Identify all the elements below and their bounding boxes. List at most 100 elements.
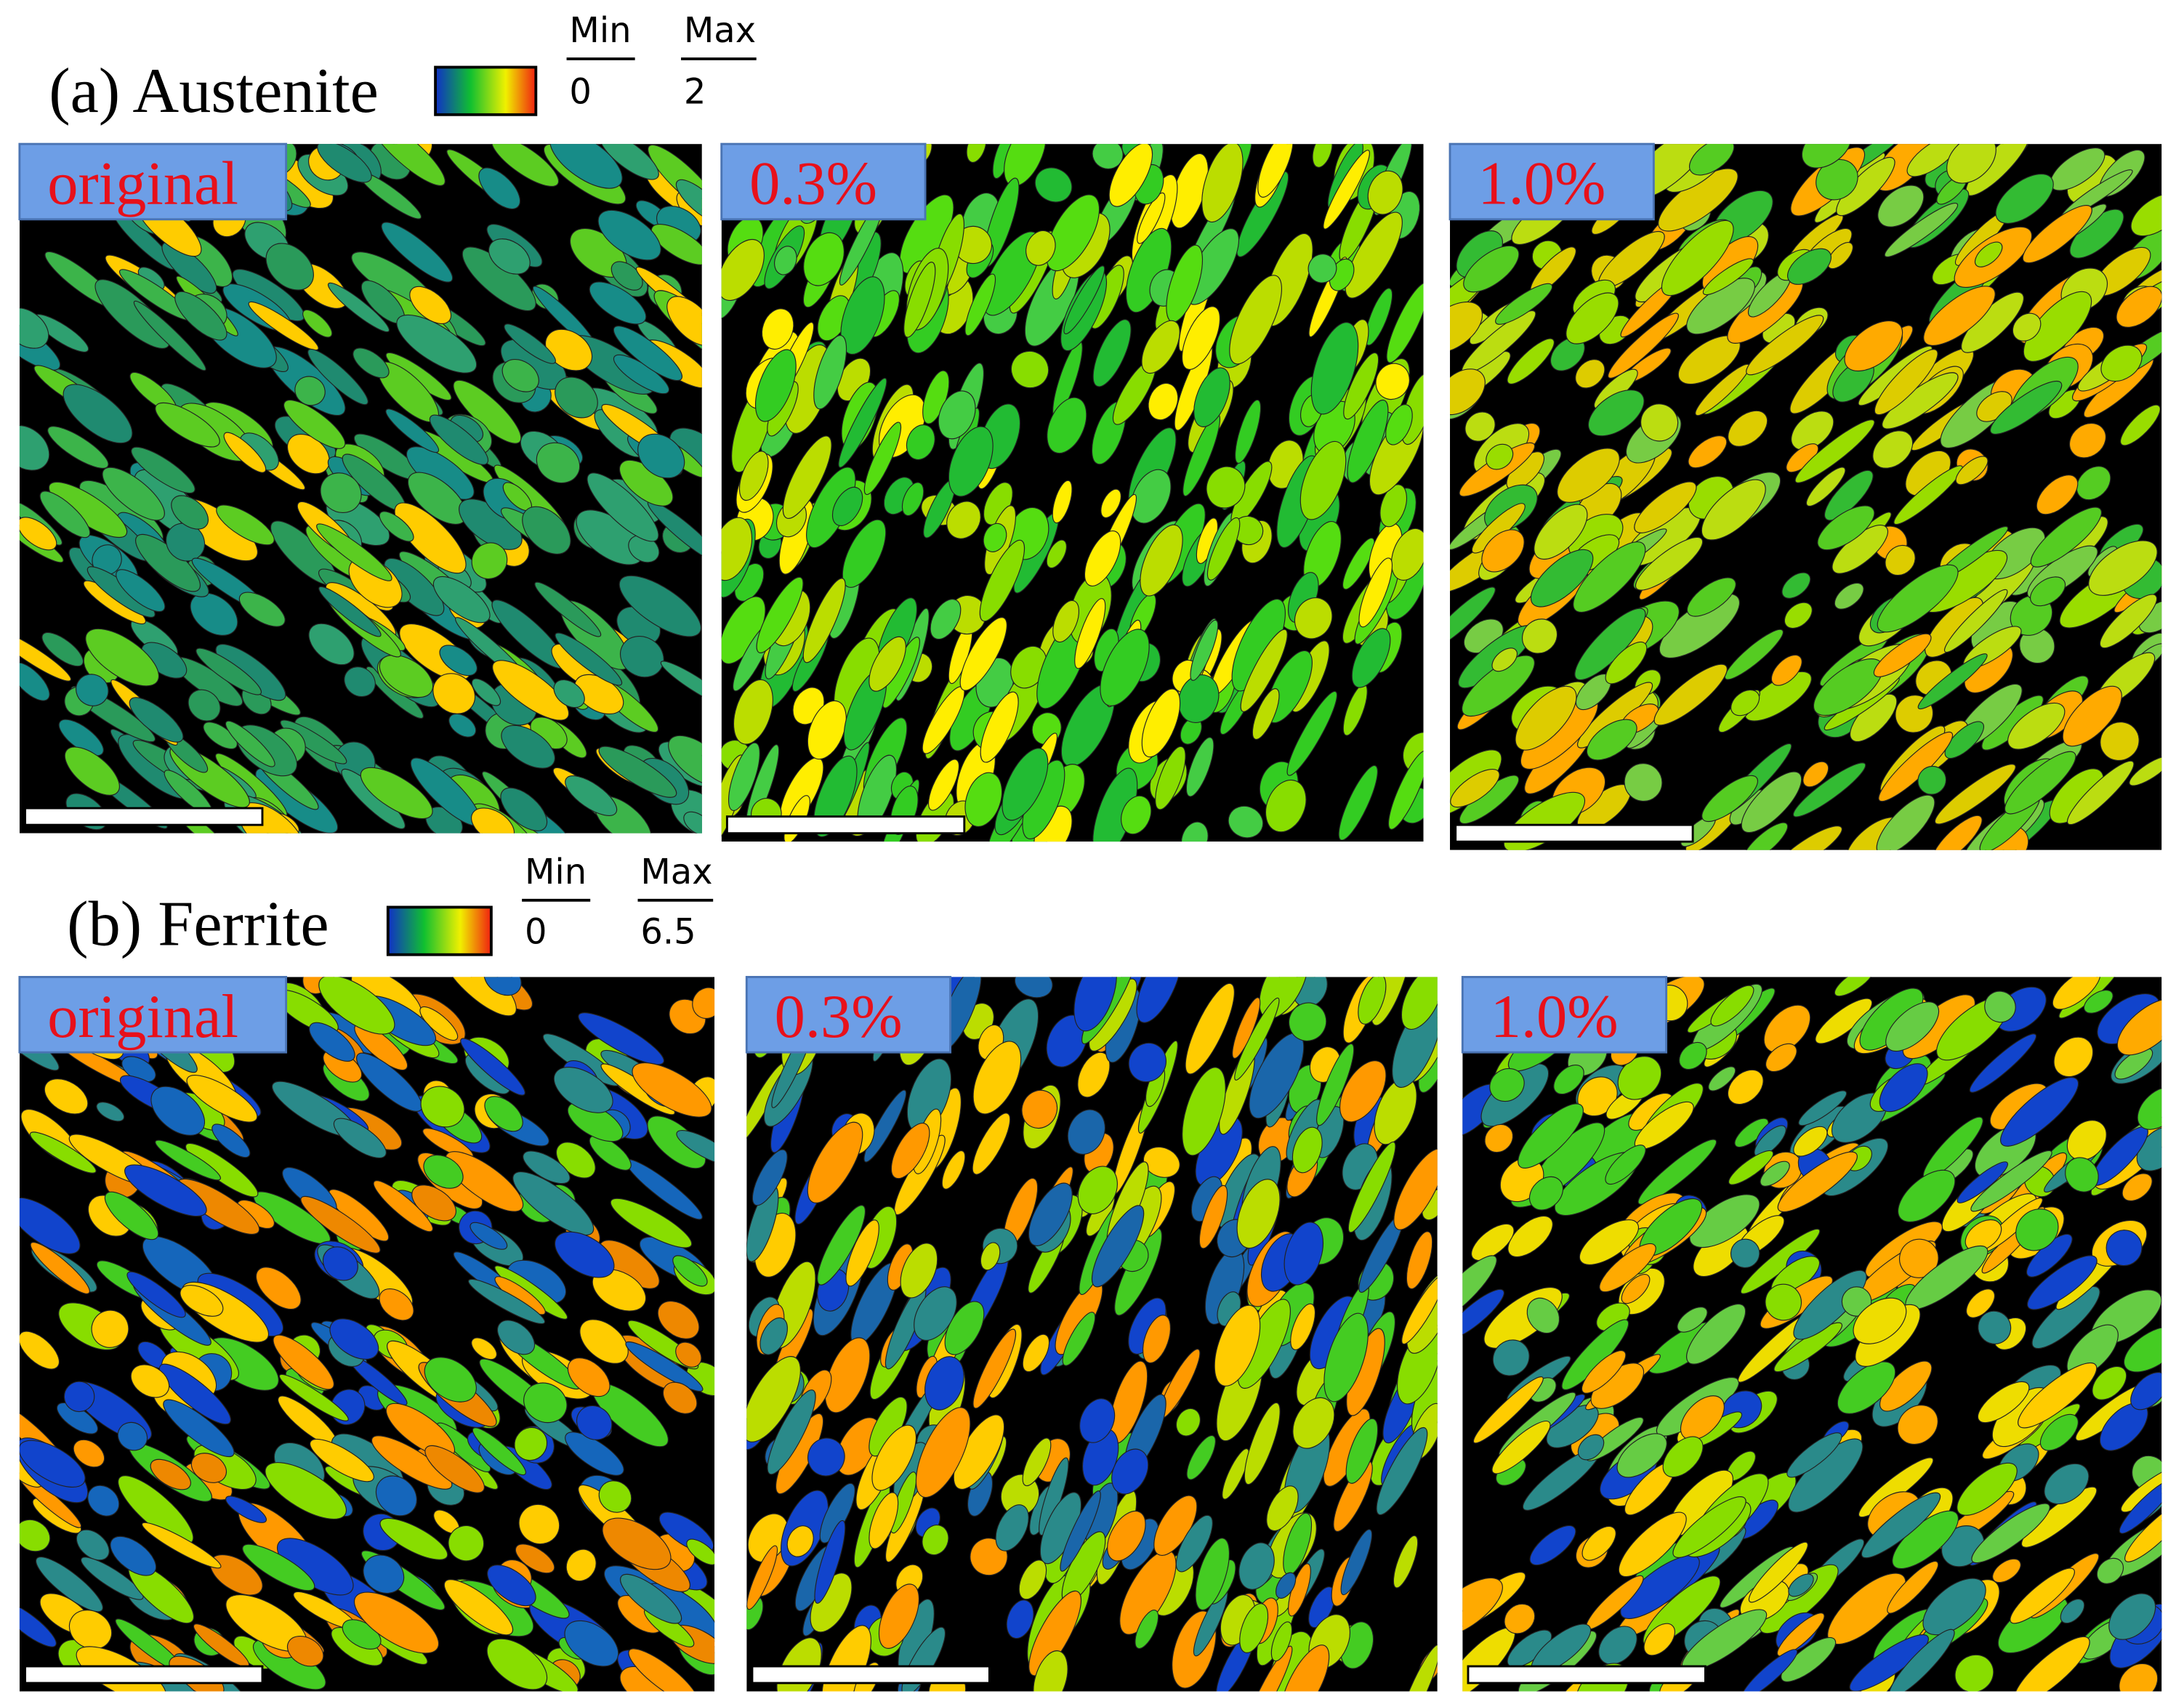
grain	[554, 1231, 615, 1278]
grain	[1708, 1066, 1736, 1091]
grain	[448, 713, 477, 738]
grain	[1788, 1573, 1814, 1597]
grain	[373, 1180, 433, 1232]
label-box	[720, 142, 927, 221]
grain	[488, 238, 531, 275]
grain	[660, 661, 702, 708]
grain	[363, 1554, 405, 1594]
grain	[1039, 1457, 1069, 1536]
grain	[946, 501, 981, 539]
grain	[64, 746, 120, 796]
grain	[1528, 1176, 1564, 1211]
grain	[158, 1363, 232, 1425]
grain	[1252, 688, 1280, 740]
grain	[487, 1565, 536, 1607]
grain	[1308, 1586, 1336, 1629]
grain	[1724, 629, 1784, 680]
grain	[1046, 194, 1100, 272]
panel-title: (b) Ferrite	[67, 888, 329, 959]
grain	[1776, 826, 1842, 850]
grain	[2015, 1208, 2059, 1251]
grain	[255, 1267, 302, 1310]
grain	[922, 1525, 949, 1556]
grain	[759, 1317, 788, 1355]
grain	[786, 1525, 814, 1557]
grain	[1390, 528, 1424, 581]
grain	[1689, 1194, 1760, 1248]
grain	[1637, 1139, 1717, 1205]
grain	[869, 636, 906, 692]
grain	[35, 1556, 104, 1613]
grain	[2121, 1173, 2153, 1202]
grain	[1236, 1179, 1281, 1249]
grain	[1100, 488, 1121, 518]
grain	[1206, 466, 1246, 509]
grain	[819, 1482, 855, 1543]
grain	[1885, 1001, 1940, 1052]
grain	[379, 1288, 414, 1321]
grain	[1018, 1559, 1047, 1600]
grain	[1849, 1634, 1929, 1692]
scale-bar	[1454, 823, 1694, 843]
grain	[248, 301, 319, 351]
grain	[496, 1320, 536, 1355]
grain	[353, 1591, 440, 1654]
grain	[938, 390, 976, 440]
grain	[1028, 1590, 1081, 1676]
grain	[211, 1123, 251, 1158]
grain	[756, 576, 804, 653]
grain	[1244, 1645, 1293, 1692]
grain	[1529, 1525, 1576, 1566]
grain	[19, 1519, 51, 1552]
grain	[2060, 1599, 2085, 1624]
grain	[1074, 598, 1106, 669]
grain	[522, 506, 571, 554]
grain	[1375, 363, 1410, 400]
grain	[484, 1096, 523, 1132]
grain	[409, 286, 452, 324]
grain	[329, 1318, 379, 1360]
legend-min: 0	[525, 911, 547, 952]
grain	[2099, 594, 2158, 649]
grain	[280, 719, 347, 764]
grain	[567, 1357, 611, 1397]
grain	[116, 569, 166, 613]
label-box	[18, 142, 288, 221]
grain	[1587, 390, 1645, 437]
grain	[1077, 1052, 1111, 1098]
map-label: 1.0%	[1478, 150, 1605, 218]
grain	[2066, 760, 2135, 826]
grain	[471, 1337, 498, 1360]
grain	[2116, 998, 2162, 1056]
grain	[1047, 397, 1087, 454]
grain	[610, 1198, 693, 1248]
grain	[650, 224, 702, 265]
grain	[1616, 1433, 1667, 1478]
grain	[1214, 1304, 1261, 1387]
grain	[188, 689, 221, 722]
grain	[1186, 1434, 1216, 1480]
grain	[2130, 1372, 2162, 1411]
grain	[1955, 456, 1988, 485]
grain	[545, 328, 593, 371]
grain	[1280, 1645, 1330, 1692]
grain	[959, 617, 1007, 691]
grain	[1702, 258, 1754, 296]
grain	[238, 592, 286, 627]
grain	[980, 1242, 1001, 1271]
grain	[1092, 319, 1132, 387]
grain	[124, 1164, 207, 1217]
grain	[1345, 211, 1403, 299]
grain	[1010, 350, 1049, 389]
grain	[501, 358, 539, 392]
grain	[317, 144, 372, 183]
grain	[869, 1492, 899, 1549]
grain	[76, 1529, 110, 1561]
grain	[1232, 997, 1261, 1059]
legend-min-label: Min	[525, 852, 587, 892]
grain	[1270, 1621, 1293, 1662]
grain	[356, 1052, 423, 1112]
grain	[460, 1038, 525, 1096]
grain	[478, 167, 521, 210]
grain	[964, 772, 1003, 827]
